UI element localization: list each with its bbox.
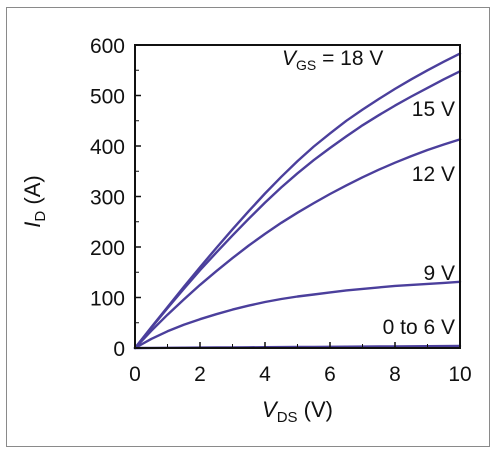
series-label-2: 15 V — [412, 98, 455, 121]
x-tick-label: 2 — [194, 363, 206, 386]
x-tick-label: 4 — [259, 363, 271, 386]
y-tick-label: 500 — [90, 86, 125, 109]
series-line-4 — [133, 280, 462, 350]
y-tick-label: 600 — [90, 35, 125, 58]
series-label-4: 9 V — [423, 262, 455, 285]
series-line-1 — [133, 52, 462, 350]
series-line-2 — [133, 70, 462, 350]
y-axis-title: ID (A) — [20, 175, 49, 227]
y-tick-label: 200 — [90, 237, 125, 260]
x-tick-label: 8 — [389, 363, 401, 386]
x-axis-title: VDS (V) — [262, 397, 333, 426]
y-tick-label: 0 — [113, 338, 125, 361]
y-tick-label: 100 — [90, 288, 125, 311]
x-tick-label: 6 — [324, 363, 336, 386]
y-tick-label: 400 — [90, 136, 125, 159]
series-label-5: 0 to 6 V — [383, 316, 455, 339]
plot-area — [134, 44, 461, 349]
series-label-3: 12 V — [412, 163, 455, 186]
x-tick-label: 10 — [448, 363, 471, 386]
x-tick-label: 0 — [129, 363, 141, 386]
series-line-3 — [133, 138, 462, 350]
series-label-1: VGS = 18 V — [282, 47, 383, 73]
y-tick-label: 300 — [90, 187, 125, 210]
